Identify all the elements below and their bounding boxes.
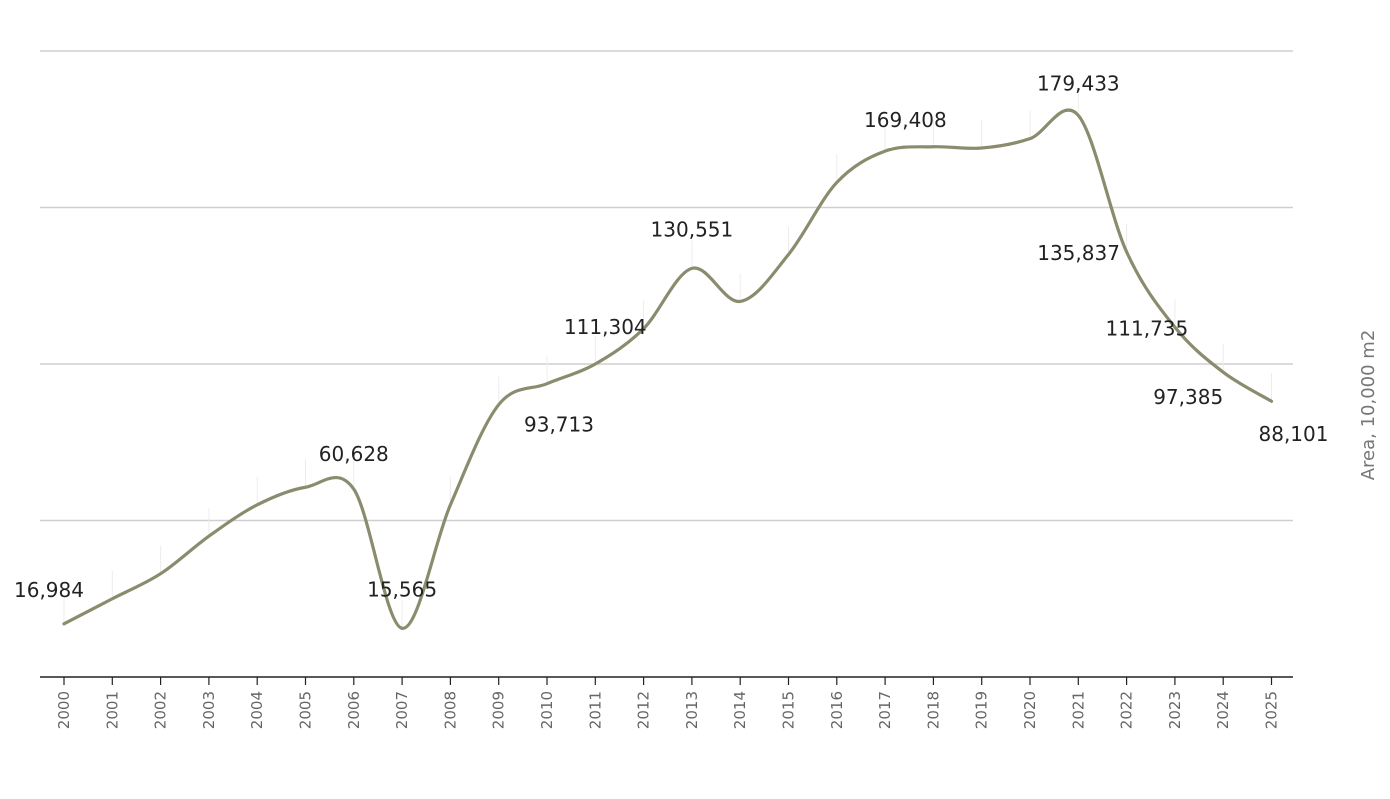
x-tick-label: 2007 xyxy=(393,691,411,729)
x-tick-label: 2021 xyxy=(1069,691,1087,729)
series-line xyxy=(62,108,1274,630)
x-tick-label: 2014 xyxy=(731,691,749,729)
x-tick-label: 2022 xyxy=(1118,691,1136,729)
x-tick-label: 2020 xyxy=(1021,691,1039,729)
drop-lines xyxy=(63,87,1272,627)
grid-lines xyxy=(40,50,1293,522)
x-tick-label: 2004 xyxy=(248,691,266,729)
x-tick-label: 2019 xyxy=(973,691,991,729)
x-tick-label: 2006 xyxy=(345,691,363,729)
x-axis-ticks: 2000 2001 2002 2003 2004 2005 2006 2007 2008 2009… xyxy=(55,677,1281,729)
data-label: 111,304 xyxy=(564,315,647,339)
data-label: 169,408 xyxy=(864,108,947,132)
x-tick-label: 2011 xyxy=(586,691,604,729)
x-tick-label: 2015 xyxy=(780,691,798,729)
x-tick-label: 2002 xyxy=(152,691,170,729)
data-label: 135,837 xyxy=(1037,241,1120,265)
x-tick-label: 2018 xyxy=(924,691,942,729)
x-tick-label: 2025 xyxy=(1263,691,1281,729)
x-tick-label: 2005 xyxy=(297,691,315,729)
data-label: 15,565 xyxy=(367,577,437,601)
x-tick-label: 2016 xyxy=(828,691,846,729)
data-labels: 16,984 60,628 15,565 93,713 111,304 130,551 16… xyxy=(14,71,1328,601)
data-label: 60,628 xyxy=(319,442,389,466)
x-tick-label: 2023 xyxy=(1166,691,1184,729)
data-label: 88,101 xyxy=(1259,422,1329,446)
x-tick-label: 2000 xyxy=(55,691,73,729)
x-tick-label: 2003 xyxy=(200,691,218,729)
x-tick-label: 2009 xyxy=(490,691,508,729)
x-tick-label: 2010 xyxy=(538,691,556,729)
data-label: 111,735 xyxy=(1106,316,1189,340)
y-axis-title: Area, 10,000 m2 xyxy=(1358,330,1379,481)
x-tick-label: 2013 xyxy=(683,691,701,729)
x-tick-label: 2017 xyxy=(876,691,894,729)
x-tick-label: 2008 xyxy=(441,691,459,729)
data-label: 97,385 xyxy=(1153,385,1223,409)
x-tick-label: 2024 xyxy=(1214,691,1232,729)
data-label: 179,433 xyxy=(1037,71,1120,95)
x-tick-label: 2012 xyxy=(635,691,653,729)
data-label: 130,551 xyxy=(651,217,734,241)
data-label: 16,984 xyxy=(14,578,84,602)
x-tick-label: 2001 xyxy=(103,691,121,729)
data-label: 93,713 xyxy=(524,413,594,437)
